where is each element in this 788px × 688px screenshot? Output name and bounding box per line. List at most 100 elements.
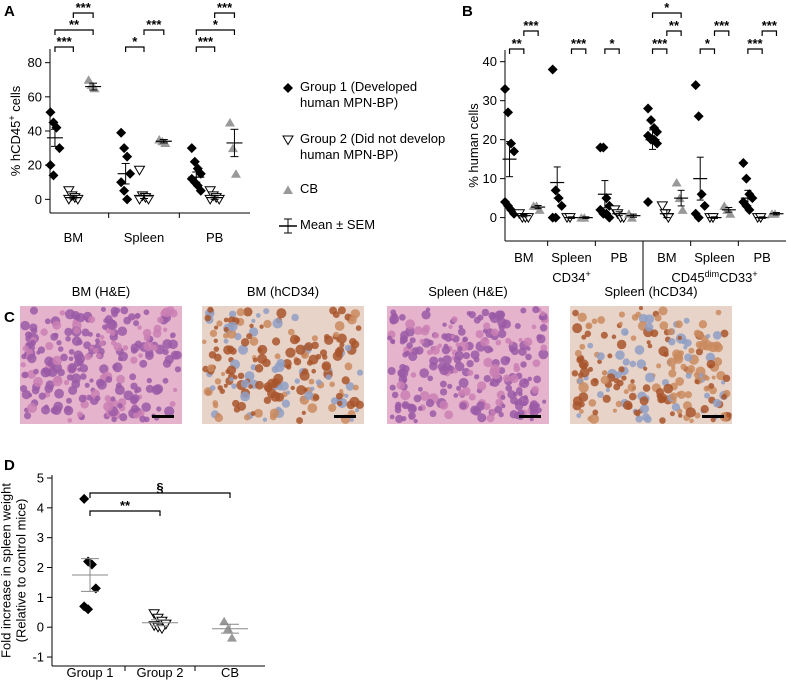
cell [96, 379, 107, 390]
cell [467, 369, 474, 376]
cell [262, 417, 268, 422]
cell [387, 366, 396, 376]
cell [352, 384, 359, 391]
significance-label: ** [120, 498, 131, 513]
cell [409, 337, 416, 344]
cell [615, 371, 623, 379]
cell [130, 404, 140, 414]
x-tick-label: BM [514, 250, 534, 265]
cell [407, 404, 417, 414]
cell [639, 396, 649, 406]
significance-label: *** [523, 18, 539, 33]
data-point [45, 107, 56, 118]
text-segment: % human cells [466, 103, 481, 188]
significance-label: *** [198, 34, 214, 49]
cell [456, 385, 462, 391]
cell [220, 371, 226, 377]
significance-bracket [214, 12, 236, 18]
cell [656, 363, 662, 369]
cell [293, 336, 301, 343]
cell [84, 382, 90, 388]
cell [600, 331, 608, 339]
cell [658, 396, 666, 404]
cell [587, 342, 594, 349]
cell [636, 359, 647, 369]
cell [477, 413, 487, 423]
cell [213, 325, 219, 330]
cell [532, 359, 541, 368]
cell [51, 362, 62, 373]
cell [675, 320, 683, 329]
cell [421, 310, 431, 320]
data-point [677, 205, 688, 214]
cell [444, 410, 454, 420]
cell [668, 369, 677, 378]
panel-letter: D [4, 457, 15, 474]
cell [588, 399, 597, 407]
cell [77, 411, 83, 418]
significance-bracket [72, 12, 94, 18]
cell [40, 367, 51, 378]
cell [708, 383, 715, 389]
cell [115, 382, 122, 389]
cell [413, 394, 422, 403]
cell [576, 356, 584, 364]
legend-label: CB [300, 181, 319, 196]
cell [634, 345, 645, 355]
cell [402, 365, 410, 373]
cell [356, 369, 364, 376]
cell [466, 310, 472, 316]
cell [597, 391, 604, 399]
significance-bracket [125, 46, 145, 52]
cell [99, 335, 105, 340]
cell [123, 390, 134, 401]
cell [323, 333, 330, 340]
data-point [230, 169, 241, 178]
cell [395, 414, 404, 424]
cell [597, 316, 606, 324]
cell [349, 417, 354, 422]
cell [514, 322, 521, 329]
cell [29, 340, 35, 346]
cell [214, 378, 222, 385]
cell [99, 364, 109, 374]
cell [658, 346, 669, 357]
text-segment: CD33 [719, 270, 752, 285]
data-point [534, 205, 545, 214]
cell [684, 391, 692, 399]
cell [458, 377, 469, 388]
cell [223, 317, 229, 323]
y-tick-label: 0 [35, 192, 42, 207]
cell [618, 311, 626, 318]
cell [54, 375, 62, 384]
cell [296, 385, 307, 396]
cell [542, 399, 547, 404]
cell [21, 389, 32, 400]
cell [518, 395, 529, 407]
y-tick-label: 3 [37, 530, 44, 545]
cell [486, 414, 495, 423]
cell [238, 344, 249, 355]
cell [306, 359, 313, 366]
cell [483, 403, 491, 411]
data-point [725, 209, 736, 218]
cell [92, 347, 99, 354]
significance-label: * [213, 17, 219, 32]
cell [107, 319, 118, 331]
data-point [86, 559, 97, 570]
cell [419, 338, 425, 344]
data-point [556, 200, 567, 211]
cell [174, 366, 182, 373]
cell [226, 329, 237, 339]
cell [447, 383, 453, 389]
cell [209, 385, 216, 391]
cell [255, 313, 261, 318]
cell [429, 356, 439, 366]
significance-label: § [156, 480, 163, 495]
cell [95, 338, 100, 344]
data-point [646, 115, 657, 126]
y-tick-label: 0 [37, 620, 44, 635]
cell [269, 408, 280, 418]
significance-bracket [570, 48, 587, 54]
